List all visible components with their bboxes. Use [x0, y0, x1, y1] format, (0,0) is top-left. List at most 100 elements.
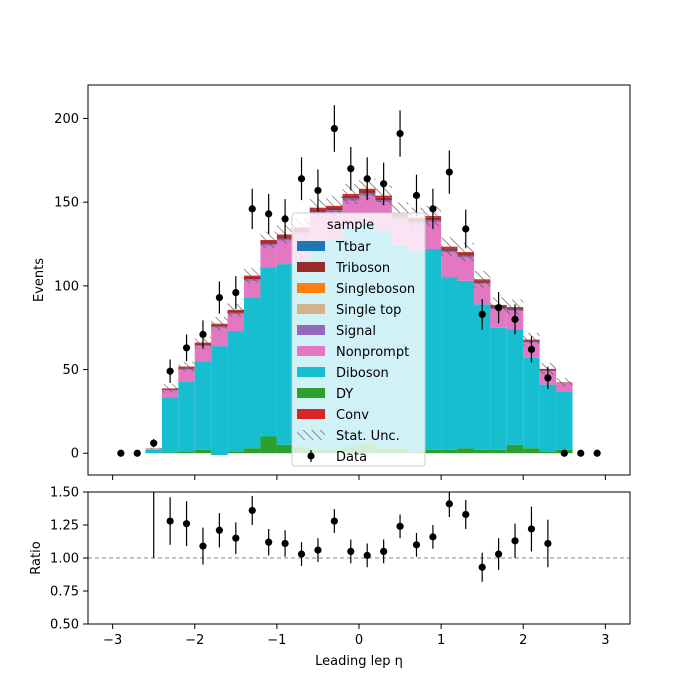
- bar-diboson: [211, 346, 228, 455]
- ratio-point: [166, 517, 174, 525]
- ratio-point: [396, 522, 404, 530]
- bar-dy: [178, 451, 195, 454]
- data-point: [182, 344, 191, 352]
- bar-diboson: [424, 249, 442, 450]
- bar-diboson: [506, 329, 524, 445]
- legend-swatch-ttbar: [297, 241, 325, 251]
- bar-dy: [244, 448, 261, 454]
- bar-diboson: [490, 327, 507, 450]
- ratio-point: [265, 538, 273, 546]
- legend-label: Data: [336, 450, 367, 465]
- data-point: [133, 449, 141, 457]
- legend-label: Single top: [336, 303, 401, 318]
- stat-unc-band: [145, 447, 162, 450]
- bar-dy: [260, 436, 277, 454]
- ratio-point: [232, 534, 240, 542]
- x-tick-label: 2: [519, 633, 527, 648]
- stat-unc-band: [342, 183, 359, 205]
- legend-swatch-dy: [297, 388, 325, 398]
- bar-dy: [424, 449, 442, 454]
- bar-dy: [227, 451, 245, 454]
- legend-label: Diboson: [336, 366, 389, 381]
- bar-diboson: [539, 384, 557, 452]
- bar-dy: [457, 448, 474, 454]
- data-point: [314, 186, 322, 195]
- stat-unc-band: [441, 237, 458, 256]
- bar-dy: [523, 448, 540, 454]
- ratio-point: [495, 550, 503, 558]
- x-axis-label: Leading lep η: [315, 654, 403, 669]
- data-point: [150, 439, 158, 447]
- legend-title: sample: [327, 218, 374, 233]
- data-point: [265, 210, 273, 218]
- ratio-x-ticks: −3 −2 −1 0 1 2 3: [103, 624, 610, 648]
- bar-dy: [473, 449, 491, 454]
- data-point: [429, 205, 437, 213]
- y-tick-label: 100: [54, 279, 79, 294]
- legend-swatch-signal: [297, 325, 325, 335]
- bar-dy: [276, 444, 294, 454]
- ratio-point: [363, 551, 371, 559]
- stat-unc-band: [260, 231, 277, 249]
- data-point: [199, 330, 207, 338]
- ratio-point: [314, 546, 322, 554]
- stat-unc-band: [178, 361, 195, 372]
- ratio-point: [182, 520, 191, 528]
- bar-diboson: [276, 264, 294, 445]
- ratio-point: [511, 537, 519, 545]
- stat-unc-band: [211, 316, 228, 331]
- main-x-ticks: [112, 475, 606, 480]
- ratio-point: [330, 517, 338, 525]
- stat-unc-band: [473, 270, 491, 288]
- bar-diboson: [260, 267, 277, 437]
- bar-nonprompt: [457, 257, 474, 281]
- x-tick-label: 3: [601, 633, 609, 648]
- ratio-point: [199, 542, 207, 550]
- ratio-point: [150, 475, 157, 482]
- bar-nonprompt: [276, 240, 294, 265]
- data-point: [117, 449, 125, 457]
- bar-diboson: [194, 361, 212, 450]
- bar-dy: [194, 449, 212, 454]
- ratio-y-tick-label: 0.50: [50, 618, 79, 633]
- data-point: [297, 175, 306, 183]
- data-point: [593, 449, 601, 457]
- ratio-y-ticks: 0.50 0.75 1.00 1.25 1.50: [50, 486, 88, 633]
- legend-swatch-data: [307, 452, 315, 460]
- data-point: [478, 310, 486, 318]
- ratio-point: [347, 547, 355, 556]
- data-point: [445, 168, 453, 176]
- legend-swatch-nonprompt: [297, 346, 325, 356]
- bar-diboson: [556, 391, 573, 450]
- ratio-y-tick-label: 1.25: [50, 519, 79, 534]
- main-panel: 0 50 100 150 200 Events sample Ttbar Triboson S…: [32, 84, 631, 480]
- x-tick-label: −2: [185, 633, 204, 648]
- legend-label: Triboson: [335, 261, 390, 276]
- bar-diboson: [473, 304, 491, 450]
- ratio-y-axis-label: Ratio: [29, 541, 44, 574]
- bar-dy: [441, 449, 458, 454]
- y-tick-label: 150: [54, 196, 79, 211]
- ratio-point: [281, 539, 289, 548]
- data-point: [232, 288, 240, 297]
- ratio-y-tick-label: 1.50: [50, 486, 79, 501]
- bar-nonprompt: [227, 314, 245, 332]
- data-point: [527, 345, 536, 354]
- legend-label: Ttbar: [335, 240, 371, 255]
- legend-box: [291, 212, 426, 467]
- data-point: [462, 225, 470, 233]
- legend-swatch-stat-unc: [297, 430, 325, 440]
- ratio-y-tick-label: 0.75: [50, 585, 79, 600]
- stat-unc-band: [161, 384, 179, 393]
- legend-swatch-triboson: [297, 262, 325, 272]
- bar-diboson: [227, 331, 245, 452]
- x-tick-label: 1: [437, 633, 445, 648]
- bar-nonprompt: [194, 346, 212, 362]
- data-point: [347, 165, 355, 173]
- data-point: [560, 449, 568, 457]
- bar-nonprompt: [424, 222, 442, 250]
- ratio-y-tick-label: 1.00: [50, 552, 79, 567]
- stat-unc-band: [227, 303, 245, 317]
- bar-nonprompt: [473, 284, 491, 305]
